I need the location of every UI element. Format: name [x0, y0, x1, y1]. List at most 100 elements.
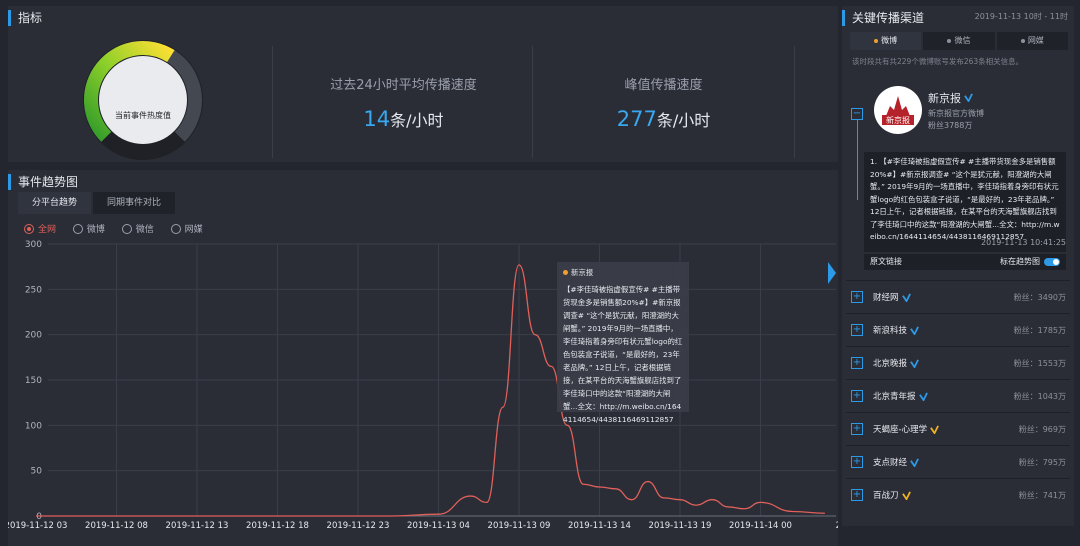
indicator-title: 指标	[8, 6, 42, 30]
trend-tabs: 分平台趋势 同期事件对比	[18, 192, 177, 214]
channel-fans: 粉丝：3490万	[1013, 292, 1066, 302]
timeline-line	[857, 120, 858, 200]
channel-row[interactable]: + 天蝎座-心理学 粉丝：969万	[846, 412, 1070, 445]
radio-dot-icon	[72, 223, 83, 234]
x-tick-label: 2019-11-13 09	[488, 521, 551, 531]
channel-tabs: 微博 微信 网媒	[850, 32, 1070, 50]
channels-note: 该时段共有共229个微博账号发布263条相关信息。	[852, 57, 1024, 66]
tab-web[interactable]: 网媒	[996, 32, 1068, 50]
radio-all[interactable]: 全网	[24, 222, 56, 235]
channel-fans: 粉丝：795万	[1018, 457, 1066, 467]
divider	[532, 46, 533, 158]
featured-post: 1. 【#李佳琦被指虚假宣传# #主播带货现金多是销售额20%#】#新京报调查#…	[864, 152, 1066, 252]
radio-label: 微博	[86, 225, 105, 235]
radio-dot-icon	[121, 223, 132, 234]
indicator-panel: 指标 当前事件热度值 过去24小时平均传播速度 14条/小时 峰值传播速度 27…	[8, 6, 838, 162]
channel-name[interactable]: 北京晚报	[873, 359, 908, 369]
tooltip-text: 【#李佳琦被指虚假宣传# #主播带货现金多是销售额20%#】#新京报调查# “这…	[563, 285, 683, 424]
trend-title: 事件趋势图	[8, 170, 78, 194]
avg-speed-label: 过去24小时平均传播速度	[330, 78, 477, 93]
channel-name[interactable]: 百战刀	[873, 491, 899, 501]
expand-icon[interactable]: +	[851, 291, 863, 303]
channel-row[interactable]: + 北京晚报 粉丝：1553万	[846, 346, 1070, 379]
trend-chart[interactable]: 0 50 100 150 200 250 300 2019-11-12 03 2019-11-1…	[8, 234, 838, 546]
featured-desc: 新京报官方微博	[928, 109, 984, 118]
verified-icon	[910, 358, 919, 368]
expand-icon[interactable]: +	[851, 390, 863, 402]
avg-speed-stat: 过去24小时平均传播速度 14条/小时	[276, 46, 531, 146]
original-link[interactable]: 原文链接	[870, 257, 902, 266]
avg-speed-value: 14	[363, 107, 391, 131]
divider	[794, 46, 795, 158]
verified-icon	[930, 424, 939, 434]
radio-weibo[interactable]: 微博	[72, 222, 105, 235]
mark-trend-toggle[interactable]	[1044, 257, 1060, 266]
tab-weibo[interactable]: 微博	[850, 32, 922, 50]
expand-icon[interactable]: +	[851, 423, 863, 435]
expand-icon[interactable]: +	[851, 489, 863, 501]
x-tick-label: 2019-11-12 13	[166, 521, 229, 531]
y-tick-label: 0	[36, 512, 42, 522]
expand-icon[interactable]: +	[851, 357, 863, 369]
radio-dot-icon	[24, 223, 34, 234]
peak-speed-unit: 条/小时	[656, 111, 711, 130]
toggle-label: 标在趋势图	[1000, 257, 1040, 266]
y-tick-label: 200	[25, 331, 42, 341]
expand-icon[interactable]: +	[851, 324, 863, 336]
x-tick-label: 2019-11-12 08	[85, 521, 148, 531]
featured-channel: − 新京报 新京报 新京报官方微博 粉丝3788万 1. 【#李佳琦被指虚假宣传…	[846, 82, 1070, 276]
chart-tooltip: 新京报 【#李佳琦被指虚假宣传# #主播带货现金多是销售额20%#】#新京报调查…	[557, 262, 689, 424]
verified-icon	[910, 325, 919, 335]
tab-platform-trend[interactable]: 分平台趋势	[18, 192, 92, 214]
expand-icon[interactable]: +	[851, 456, 863, 468]
radio-label: 网媒	[184, 225, 203, 235]
channel-row[interactable]: + 百战刀 粉丝：741万	[846, 478, 1070, 511]
tab-dot-icon	[1020, 38, 1025, 43]
y-tick-label: 50	[31, 467, 43, 477]
verified-icon	[910, 457, 919, 467]
channel-name[interactable]: 财经网	[873, 293, 899, 303]
featured-fans: 粉丝3788万	[928, 121, 973, 130]
channel-row[interactable]: + 支点财经 粉丝：795万	[846, 445, 1070, 478]
x-tick-label: 2019-11-12 03	[8, 521, 67, 531]
channel-row[interactable]: + 财经网 粉丝：3490万	[846, 280, 1070, 313]
peak-speed-value: 277	[616, 107, 657, 131]
collapse-icon[interactable]: −	[851, 108, 863, 120]
peak-speed-label: 峰值传播速度	[624, 78, 703, 93]
tab-dot-icon	[947, 38, 952, 43]
radio-label: 全网	[38, 225, 57, 235]
verified-icon	[901, 292, 911, 302]
heat-gauge: 当前事件热度值	[78, 36, 208, 162]
featured-name[interactable]: 新京报	[928, 90, 973, 106]
channel-list: + 财经网 粉丝：3490万 + 新浪科技 粉丝：1785万 + 北京晚报 粉丝：1553万 + 北…	[846, 280, 1070, 511]
tooltip-source: 新京报	[571, 268, 594, 277]
radio-web[interactable]: 网媒	[170, 222, 203, 235]
platform-radio-group: 全网 微博 微信 网媒	[24, 222, 217, 237]
channel-name[interactable]: 支点财经	[873, 458, 908, 468]
channel-name[interactable]: 天蝎座-心理学	[873, 425, 928, 435]
trend-panel: 事件趋势图 分平台趋势 同期事件对比 全网 微博 微信 网媒 0 50 100 150 2…	[8, 170, 838, 546]
channel-fans: 粉丝：1553万	[1013, 358, 1066, 368]
expand-arrow-icon[interactable]	[828, 262, 836, 284]
channel-row[interactable]: + 北京青年报 粉丝：1043万	[846, 379, 1070, 412]
tab-period-compare[interactable]: 同期事件对比	[93, 192, 176, 214]
channel-fans: 粉丝：1785万	[1013, 325, 1066, 335]
avg-speed-unit: 条/小时	[390, 111, 444, 130]
channel-name[interactable]: 北京青年报	[873, 392, 916, 402]
radio-wechat[interactable]: 微信	[121, 222, 154, 235]
tab-wechat[interactable]: 微信	[923, 32, 995, 50]
verified-icon	[901, 490, 911, 500]
featured-time: 2019-11-13 10:41:25	[981, 238, 1066, 247]
channel-row[interactable]: + 新浪科技 粉丝：1785万	[846, 313, 1070, 346]
y-tick-label: 100	[25, 421, 42, 431]
x-tick-label: 20	[836, 521, 838, 531]
y-tick-label: 300	[25, 240, 42, 250]
logo-text: 新京报	[886, 115, 910, 125]
verified-icon	[918, 391, 928, 401]
tab-label: 微博	[881, 36, 898, 45]
tab-dot-icon	[874, 38, 879, 43]
channels-date-range: 2019-11-13 10时 - 11时	[974, 12, 1068, 21]
x-tick-label: 2019-11-12 18	[246, 521, 309, 531]
channel-name[interactable]: 新浪科技	[873, 326, 908, 336]
series-line	[35, 264, 825, 517]
